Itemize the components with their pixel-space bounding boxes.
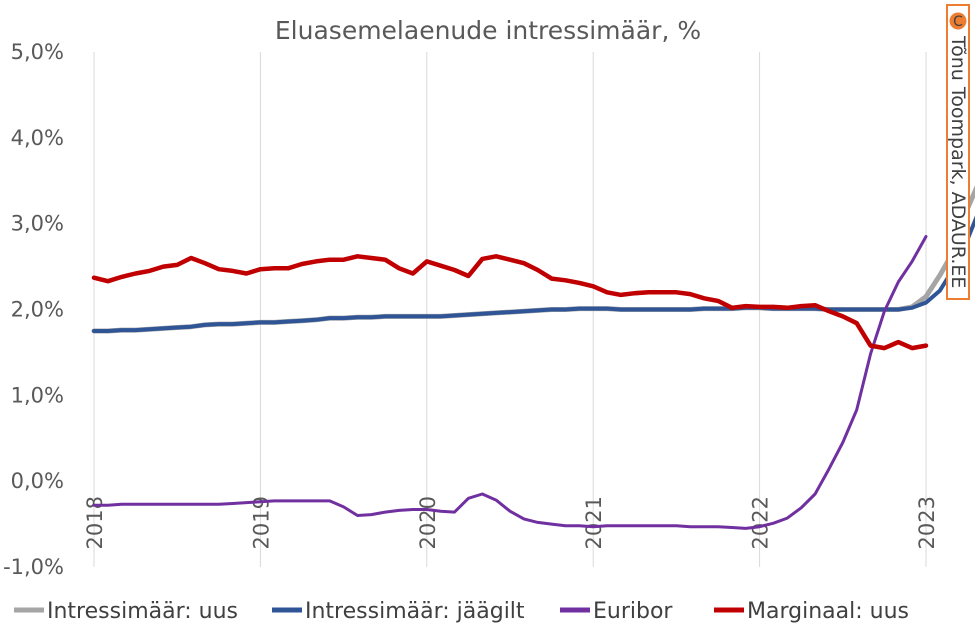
series-line-2 <box>92 215 975 333</box>
legend-label: Intressimäär: uus <box>47 599 238 624</box>
svg-text:C: C <box>953 14 963 30</box>
x-tick-label: 2020 <box>416 496 440 549</box>
y-axis-ticks: 5,0% 4,0% 3,0% 2,0% 1,0% 0,0% -1,0% <box>3 40 64 579</box>
x-tick-label: 2021 <box>582 496 606 549</box>
y-tick-label: -1,0% <box>3 555 64 579</box>
legend-label: Intressimäär: jäägilt <box>305 599 525 624</box>
credit-text: Tõnu Toompark, ADAUR.EE <box>948 35 968 288</box>
y-tick-label: 2,0% <box>11 298 64 322</box>
credit-box <box>946 4 970 300</box>
chart-title: Eluasemelaenude intressimäär, % <box>275 16 701 45</box>
series-lines <box>91 185 975 530</box>
y-tick-label: 0,0% <box>11 469 64 493</box>
series-line-3 <box>92 235 928 530</box>
legend-label: Euribor <box>593 599 673 624</box>
x-axis-ticks: 2018 2019 2020 2021 2022 2023 <box>83 496 939 549</box>
x-tick-label: 2019 <box>249 496 273 549</box>
y-tick-label: 4,0% <box>11 126 64 150</box>
legend-label: Marginaal: uus <box>747 599 909 624</box>
y-tick-label: 1,0% <box>11 383 64 407</box>
x-tick-label: 2023 <box>915 496 939 549</box>
legend: Intressimäär: uus Intressimäär: jäägilt Eu… <box>14 599 909 624</box>
series-line-4 <box>91 254 929 351</box>
copyright-icon <box>949 12 967 30</box>
series-line-1 <box>91 185 975 334</box>
x-tick-label: 2022 <box>749 496 773 549</box>
credit-label: C Tõnu Toompark, ADAUR.EE <box>947 6 969 298</box>
y-tick-label: 5,0% <box>11 40 64 64</box>
y-tick-label: 3,0% <box>11 212 64 236</box>
